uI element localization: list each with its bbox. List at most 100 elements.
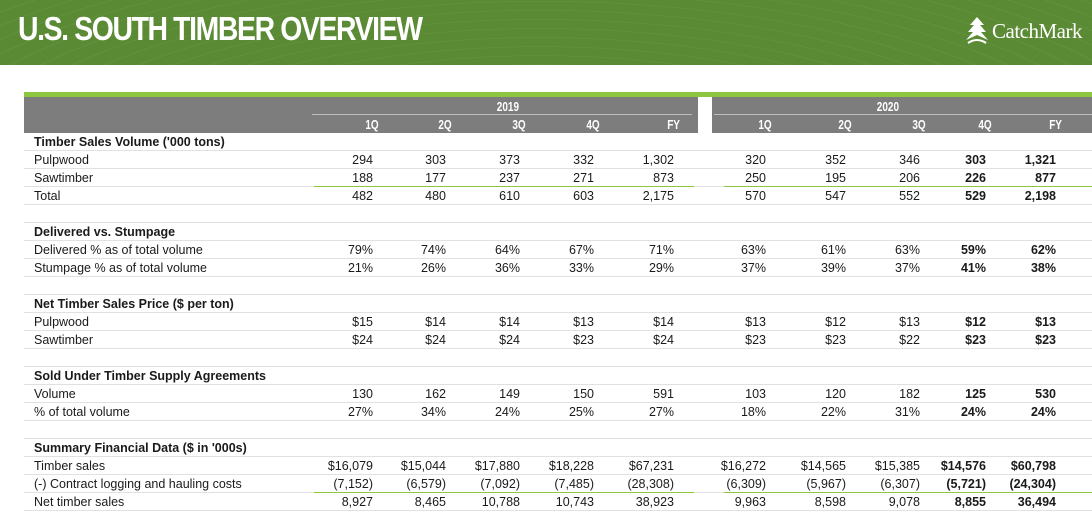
- row-label: Stumpage % as of total volume: [34, 261, 208, 275]
- table-cell: 570: [745, 189, 766, 203]
- table-cell: $16,079: [327, 459, 373, 473]
- table-cell: $60,798: [1010, 459, 1056, 473]
- table-cell: $23: [745, 333, 766, 347]
- table-cell: 37%: [894, 261, 920, 275]
- section-title: Sold Under Timber Supply Agreements: [34, 369, 266, 383]
- table-cell: 352: [825, 153, 846, 167]
- table-cell: 529: [965, 189, 986, 203]
- table-cell: $23: [573, 333, 594, 347]
- header-separator: [698, 97, 712, 133]
- column-header: 4Q: [978, 118, 992, 132]
- table-cell: 24%: [960, 405, 986, 419]
- column-header: 4Q: [586, 118, 600, 132]
- column-header: 1Q: [758, 118, 772, 132]
- spacer-row: [24, 421, 1092, 439]
- year-label-2019: 2019: [496, 100, 520, 114]
- table-cell: 591: [653, 387, 674, 401]
- table-cell: $23: [965, 333, 986, 347]
- table-cell: 24%: [1030, 405, 1056, 419]
- table-cell: 10,788: [481, 495, 520, 509]
- table-cell: 25%: [568, 405, 594, 419]
- table-row: Sawtimber 188 177 237 271 873 250 195 206 226 877: [24, 169, 1092, 187]
- table-cell: $24: [653, 333, 674, 347]
- column-header: FY: [1049, 118, 1062, 132]
- table-cell: 21%: [347, 261, 373, 275]
- section-header-row: Delivered vs. Stumpage: [24, 223, 1092, 241]
- table-cell: 182: [899, 387, 920, 401]
- table-cell: (7,152): [333, 477, 373, 491]
- table-cell: 130: [352, 387, 373, 401]
- section-header-row: Summary Financial Data ($ in '000s): [24, 439, 1092, 457]
- row-label: Delivered % as of total volume: [34, 243, 203, 257]
- table-cell: 37%: [740, 261, 766, 275]
- table-cell: $24: [499, 333, 520, 347]
- section-header-row: Sold Under Timber Supply Agreements: [24, 367, 1092, 385]
- table-cell: 1,321: [1024, 153, 1056, 167]
- table-cell: 26%: [420, 261, 446, 275]
- year-label-2020: 2020: [876, 100, 900, 114]
- row-label: Volume: [34, 387, 76, 401]
- table-cell: 188: [352, 171, 373, 185]
- table-cell: $15,385: [874, 459, 920, 473]
- table-cell: 31%: [894, 405, 920, 419]
- page-title: U.S. SOUTH TIMBER OVERVIEW: [18, 10, 423, 47]
- table-cell: 61%: [820, 243, 846, 257]
- row-label: Total: [34, 189, 61, 203]
- section-header-row: Net Timber Sales Price ($ per ton): [24, 295, 1092, 313]
- table-cell: 8,927: [341, 495, 373, 509]
- column-header: 3Q: [512, 118, 526, 132]
- row-label: Pulpwood: [34, 153, 89, 167]
- column-header: 3Q: [912, 118, 926, 132]
- row-label: Net timber sales: [34, 495, 125, 509]
- row-label: Pulpwood: [34, 315, 89, 329]
- row-label: Timber sales: [34, 459, 106, 473]
- table-cell: 237: [499, 171, 520, 185]
- table-cell: 149: [499, 387, 520, 401]
- table-cell: 250: [745, 171, 766, 185]
- table-cell: 2,198: [1024, 189, 1056, 203]
- table-row: Total 482 480 610 603 2,175 570 547 552 529 2,198: [24, 187, 1092, 205]
- table-cell: 63%: [894, 243, 920, 257]
- table-cell: 62%: [1030, 243, 1056, 257]
- table-cell: $13: [745, 315, 766, 329]
- table-cell: 480: [425, 189, 446, 203]
- table-cell: 36%: [494, 261, 520, 275]
- column-header: 2Q: [838, 118, 852, 132]
- spacer-row: [24, 277, 1092, 295]
- table-cell: 552: [899, 189, 920, 203]
- table-cell: 125: [965, 387, 986, 401]
- table-cell: 103: [745, 387, 766, 401]
- table-cell: $16,272: [720, 459, 766, 473]
- total-underline: [314, 492, 694, 493]
- table-body: Timber Sales Volume ('000 tons) Pulpwood 2…: [24, 133, 1092, 511]
- table-row: Sawtimber $24 $24 $24 $23 $24 $23 $23 $22 $23 $23: [24, 331, 1092, 349]
- logo-text: CatchMark: [992, 18, 1082, 43]
- table-cell: 320: [745, 153, 766, 167]
- table-cell: 610: [499, 189, 520, 203]
- table-cell: (6,579): [406, 477, 446, 491]
- table-row: Stumpage % as of total volume 21% 26% 36% 33…: [24, 259, 1092, 277]
- table-cell: (7,485): [554, 477, 594, 491]
- table-cell: 530: [1035, 387, 1056, 401]
- table-cell: $13: [899, 315, 920, 329]
- section-title: Delivered vs. Stumpage: [34, 225, 176, 239]
- table-cell: 41%: [960, 261, 986, 275]
- row-label: Sawtimber: [34, 171, 94, 185]
- table-cell: 63%: [740, 243, 766, 257]
- table-row: Pulpwood 294 303 373 332 1,302 320 352 346 303 1,3…: [24, 151, 1092, 169]
- accent-bar: [24, 92, 1092, 97]
- table-cell: (6,307): [880, 477, 920, 491]
- table-cell: $14: [425, 315, 446, 329]
- table-cell: 873: [653, 171, 674, 185]
- table-row: Delivered % as of total volume 79% 74% 64% 6…: [24, 241, 1092, 259]
- table-cell: 303: [965, 153, 986, 167]
- table-cell: (28,308): [627, 477, 674, 491]
- table-cell: 36,494: [1017, 495, 1056, 509]
- total-underline: [724, 492, 1092, 493]
- table-row: Volume 130 162 149 150 591 103 120 182 125 530: [24, 385, 1092, 403]
- table-cell: (6,309): [726, 477, 766, 491]
- table-cell: $14: [653, 315, 674, 329]
- table-cell: 8,598: [814, 495, 846, 509]
- table-cell: 39%: [820, 261, 846, 275]
- section-title: Summary Financial Data ($ in '000s): [34, 441, 247, 455]
